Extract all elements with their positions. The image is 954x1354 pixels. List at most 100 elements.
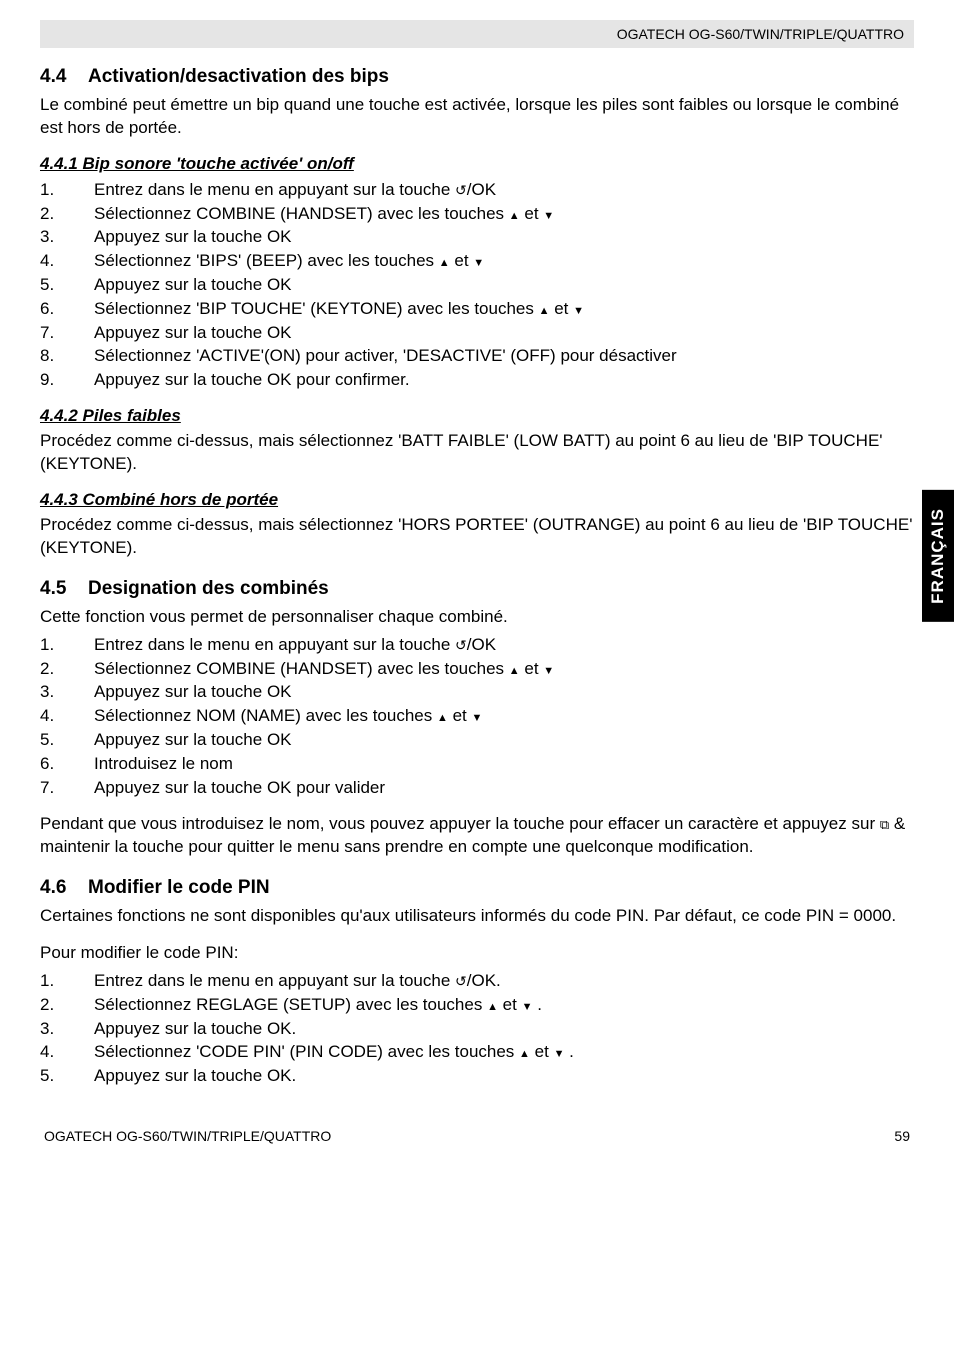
list-item: 7.Appuyez sur la touche OK — [40, 321, 914, 345]
text-pre: Sélectionnez COMBINE (HANDSET) avec les … — [94, 659, 509, 678]
down-arrow-icon — [522, 995, 533, 1014]
section-number: 4.6 — [40, 877, 88, 899]
list-item-number: 5. — [40, 1064, 94, 1088]
text-pre: Appuyez sur la touche OK — [94, 730, 292, 749]
text-pre: Entrez dans le menu en appuyant sur la t… — [94, 971, 455, 990]
text-pre: Appuyez sur la touche OK. — [94, 1066, 296, 1085]
subsection-4-4-3-text: Procédez comme ci-dessus, mais sélection… — [40, 514, 914, 560]
section-4-6-heading: 4.6 Modifier le code PIN — [40, 877, 914, 899]
note-text-a: Pendant que vous introduisez le nom, vou… — [40, 814, 880, 833]
up-arrow-icon — [509, 659, 520, 678]
text-pre: Introduisez le nom — [94, 754, 233, 773]
up-arrow-icon — [439, 251, 450, 270]
list-item-number: 3. — [40, 225, 94, 249]
list-item-number: 6. — [40, 752, 94, 776]
list-item-number: 1. — [40, 969, 94, 993]
down-arrow-icon — [554, 1042, 565, 1061]
down-arrow-icon — [573, 299, 584, 318]
subsection-4-4-2-text: Procédez comme ci-dessus, mais sélection… — [40, 430, 914, 476]
list-item-text: Appuyez sur la touche OK. — [94, 1064, 296, 1088]
list-item-text: Appuyez sur la touche OK. — [94, 1017, 296, 1041]
list-item: 7.Appuyez sur la touche OK pour valider — [40, 776, 914, 800]
text-pre: Appuyez sur la touche OK pour confirmer. — [94, 370, 410, 389]
section-4-4-intro: Le combiné peut émettre un bip quand une… — [40, 94, 914, 140]
and-text: et — [450, 251, 474, 270]
list-item-text: Appuyez sur la touche OK — [94, 321, 292, 345]
list-item: 9.Appuyez sur la touche OK pour confirme… — [40, 368, 914, 392]
language-tab: FRANÇAIS — [922, 490, 954, 622]
menu-ok-icon — [455, 180, 467, 199]
list-4-4-1: 1.Entrez dans le menu en appuyant sur la… — [40, 178, 914, 392]
list-item-text: Sélectionnez REGLAGE (SETUP) avec les to… — [94, 993, 542, 1017]
page-footer: OGATECH OG-S60/TWIN/TRIPLE/QUATTRO 59 — [40, 1128, 914, 1144]
list-item-text: Sélectionnez COMBINE (HANDSET) avec les … — [94, 657, 554, 681]
list-item: 6.Introduisez le nom — [40, 752, 914, 776]
text-pre: Sélectionnez 'BIPS' (BEEP) avec les touc… — [94, 251, 439, 270]
list-item: 8.Sélectionnez 'ACTIVE'(ON) pour activer… — [40, 344, 914, 368]
list-item-text: Appuyez sur la touche OK pour confirmer. — [94, 368, 410, 392]
section-4-6-lead: Pour modifier le code PIN: — [40, 942, 914, 965]
list-4-6: 1.Entrez dans le menu en appuyant sur la… — [40, 969, 914, 1088]
text-pre: Sélectionnez NOM (NAME) avec les touches — [94, 706, 437, 725]
subsection-4-4-1-heading: 4.4.1 Bip sonore 'touche activée' on/off — [40, 154, 914, 174]
up-arrow-icon — [487, 995, 498, 1014]
section-4-5-note: Pendant que vous introduisez le nom, vou… — [40, 813, 914, 859]
text-post: /OK — [467, 180, 496, 199]
list-item-number: 1. — [40, 633, 94, 657]
list-item-text: Sélectionnez 'CODE PIN' (PIN CODE) avec … — [94, 1040, 574, 1064]
list-item-number: 3. — [40, 680, 94, 704]
list-item-text: Appuyez sur la touche OK — [94, 728, 292, 752]
text-pre: Sélectionnez 'ACTIVE'(ON) pour activer, … — [94, 346, 677, 365]
text-post: . — [532, 995, 541, 1014]
list-item: 5.Appuyez sur la touche OK — [40, 273, 914, 297]
list-item-number: 5. — [40, 728, 94, 752]
text-pre: Appuyez sur la touche OK — [94, 682, 292, 701]
page: OGATECH OG-S60/TWIN/TRIPLE/QUATTRO FRANÇ… — [0, 0, 954, 1164]
list-item-text: Sélectionnez 'BIPS' (BEEP) avec les touc… — [94, 249, 484, 273]
list-item-number: 2. — [40, 993, 94, 1017]
list-item-text: Sélectionnez 'ACTIVE'(ON) pour activer, … — [94, 344, 677, 368]
list-item-number: 6. — [40, 297, 94, 321]
down-arrow-icon — [473, 251, 484, 270]
list-item-text: Sélectionnez COMBINE (HANDSET) avec les … — [94, 202, 554, 226]
subsection-4-4-2-heading: 4.4.2 Piles faibles — [40, 406, 914, 426]
text-pre: Appuyez sur la touche OK — [94, 227, 292, 246]
section-title: Designation des combinés — [88, 578, 329, 600]
list-item-text: Appuyez sur la touche OK pour valider — [94, 776, 385, 800]
list-item-number: 4. — [40, 1040, 94, 1064]
list-4-5: 1.Entrez dans le menu en appuyant sur la… — [40, 633, 914, 800]
section-4-5-intro: Cette fonction vous permet de personnali… — [40, 606, 914, 629]
list-item: 6.Sélectionnez 'BIP TOUCHE' (KEYTONE) av… — [40, 297, 914, 321]
section-number: 4.4 — [40, 66, 88, 88]
and-text: et — [498, 995, 522, 1014]
list-item-number: 5. — [40, 273, 94, 297]
section-4-4-heading: 4.4 Activation/desactivation des bips — [40, 66, 914, 88]
and-text: et — [549, 299, 573, 318]
menu-ok-icon — [455, 971, 467, 990]
text-post: /OK. — [467, 971, 501, 990]
up-arrow-icon — [539, 299, 550, 318]
text-pre: Sélectionnez 'CODE PIN' (PIN CODE) avec … — [94, 1042, 519, 1061]
down-arrow-icon — [543, 204, 554, 223]
list-item: 3.Appuyez sur la touche OK — [40, 680, 914, 704]
list-item: 4.Sélectionnez NOM (NAME) avec les touch… — [40, 704, 914, 728]
text-pre: Sélectionnez COMBINE (HANDSET) avec les … — [94, 204, 509, 223]
list-item-number: 1. — [40, 178, 94, 202]
section-number: 4.5 — [40, 578, 88, 600]
down-arrow-icon — [543, 659, 554, 678]
down-arrow-icon — [471, 706, 482, 725]
menu-ok-icon — [455, 635, 467, 654]
list-item: 2.Sélectionnez REGLAGE (SETUP) avec les … — [40, 993, 914, 1017]
list-item-text: Appuyez sur la touche OK — [94, 273, 292, 297]
section-title: Modifier le code PIN — [88, 877, 270, 899]
text-pre: Appuyez sur la touche OK — [94, 275, 292, 294]
and-text: et — [448, 706, 472, 725]
page-header: OGATECH OG-S60/TWIN/TRIPLE/QUATTRO — [40, 20, 914, 48]
up-arrow-icon — [509, 204, 520, 223]
list-item-text: Introduisez le nom — [94, 752, 233, 776]
section-4-5-heading: 4.5 Designation des combinés — [40, 578, 914, 600]
section-4-6-intro: Certaines fonctions ne sont disponibles … — [40, 905, 914, 928]
list-item-text: Sélectionnez 'BIP TOUCHE' (KEYTONE) avec… — [94, 297, 584, 321]
list-item-text: Sélectionnez NOM (NAME) avec les touches… — [94, 704, 482, 728]
list-item: 1.Entrez dans le menu en appuyant sur la… — [40, 969, 914, 993]
